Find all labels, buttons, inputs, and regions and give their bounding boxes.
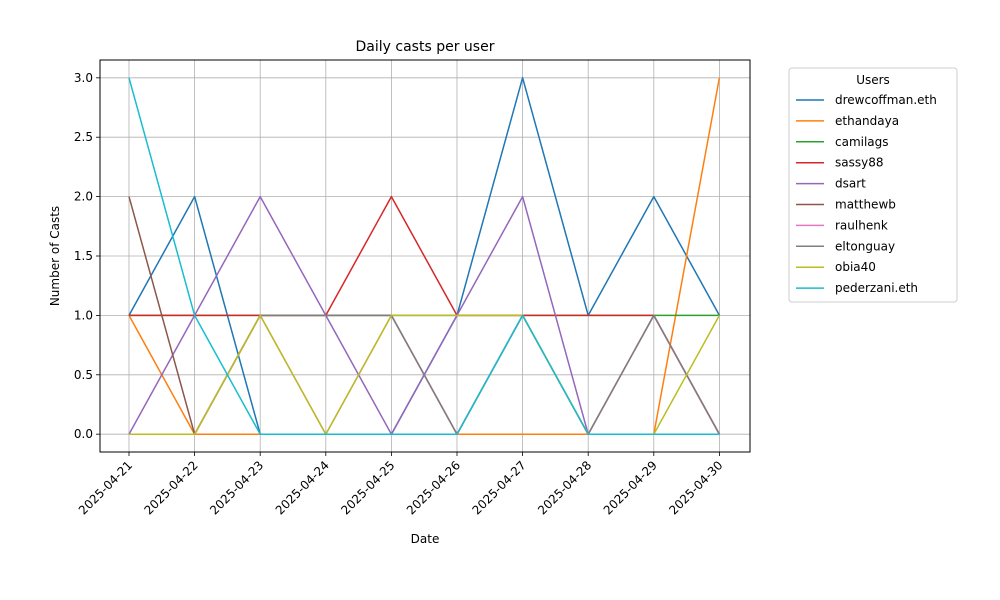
legend-label: camilags <box>835 135 889 149</box>
legend-box <box>788 67 958 303</box>
series-line-sassy88 <box>129 195 721 435</box>
legend: Users drewcoffman.eth ethandaya camilags sa… <box>788 67 958 303</box>
legend-label: matthewb <box>835 198 896 212</box>
legend-label: obia40 <box>835 260 876 274</box>
legend-label: ethandaya <box>835 114 899 128</box>
y-tick-label: 1.0 <box>74 308 93 322</box>
legend-label: dsart <box>835 177 866 191</box>
legend-label: sassy88 <box>835 156 883 170</box>
y-tick-label: 2.5 <box>74 130 93 144</box>
y-tick-label: 1.5 <box>74 249 93 263</box>
series-line-pederzani-eth <box>128 77 720 435</box>
y-tick-label: 0.5 <box>74 368 93 382</box>
y-tick-label: 0.0 <box>74 427 93 441</box>
y-axis-label: Number of Casts <box>48 206 62 306</box>
legend-title: Users <box>856 73 890 87</box>
legend-label: eltonguay <box>835 239 895 253</box>
x-axis-label: Date <box>411 532 440 546</box>
y-tick-label: 2.0 <box>74 190 93 204</box>
y-tick-label: 3.0 <box>74 71 93 85</box>
legend-items: drewcoffman.eth ethandaya camilags sassy88 d… <box>796 93 937 295</box>
y-axis: 0.0 0.5 1.0 1.5 2.0 2.5 3.0 <box>74 71 100 441</box>
series-lines <box>128 77 721 435</box>
legend-label: drewcoffman.eth <box>835 93 937 107</box>
legend-label: raulhenk <box>835 218 888 232</box>
chart-title: Daily casts per user <box>356 39 495 55</box>
legend-label: pederzani.eth <box>835 281 918 295</box>
